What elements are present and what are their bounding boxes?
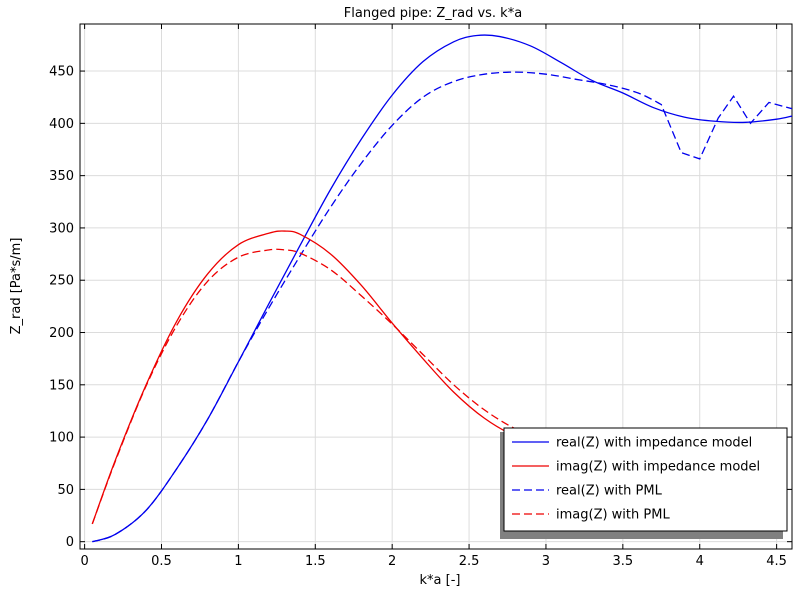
x-tick-label: 1.5: [305, 554, 326, 569]
x-tick-label: 4.5: [766, 554, 787, 569]
y-tick-label: 400: [49, 117, 74, 132]
legend: real(Z) with impedance model imag(Z) with…: [500, 427, 788, 539]
chart-title: Flanged pipe: Z_rad vs. k*a: [344, 6, 522, 21]
series-line-3: [92, 71, 792, 543]
legend-label: real(Z) with PML: [556, 484, 663, 499]
y-axis: 0 50 100 150 200 250 300 350 400 450: [49, 65, 792, 550]
x-tick-label: 3: [542, 554, 550, 569]
series-line-2: [91, 230, 562, 525]
x-tick-label: 3.5: [612, 554, 633, 569]
y-axis-label: Z_rad [Pa*s/m]: [9, 238, 24, 335]
y-tick-label: 150: [49, 378, 74, 393]
x-tick-label: 2.5: [459, 554, 480, 569]
series-layer: [91, 34, 792, 543]
x-tick-label: 4: [696, 554, 704, 569]
x-tick-label: 0: [80, 554, 88, 569]
y-tick-label: 250: [49, 274, 74, 289]
x-tick-label: 1: [234, 554, 242, 569]
series-line-4: [91, 248, 562, 525]
legend-label: real(Z) with impedance model: [556, 436, 752, 451]
y-tick-label: 300: [49, 221, 74, 236]
y-tick-label: 350: [49, 169, 74, 184]
x-axis-label: k*a [-]: [420, 573, 461, 588]
y-tick-label: 100: [49, 431, 74, 446]
y-tick-label: 50: [57, 483, 74, 498]
x-axis: 0 0.5 1 1.5 2 2.5 3 3.5 4 4.5: [80, 24, 787, 569]
grid: [80, 24, 792, 549]
legend-box: [503, 427, 788, 532]
legend-label: imag(Z) with PML: [556, 508, 670, 523]
x-tick-label: 2: [388, 554, 396, 569]
y-tick-label: 0: [66, 535, 74, 550]
plot-frame: [79, 23, 793, 550]
legend-label: imag(Z) with impedance model: [556, 460, 760, 475]
y-tick-label: 200: [49, 326, 74, 341]
x-tick-label: 0.5: [151, 554, 172, 569]
y-tick-label: 450: [49, 65, 74, 80]
